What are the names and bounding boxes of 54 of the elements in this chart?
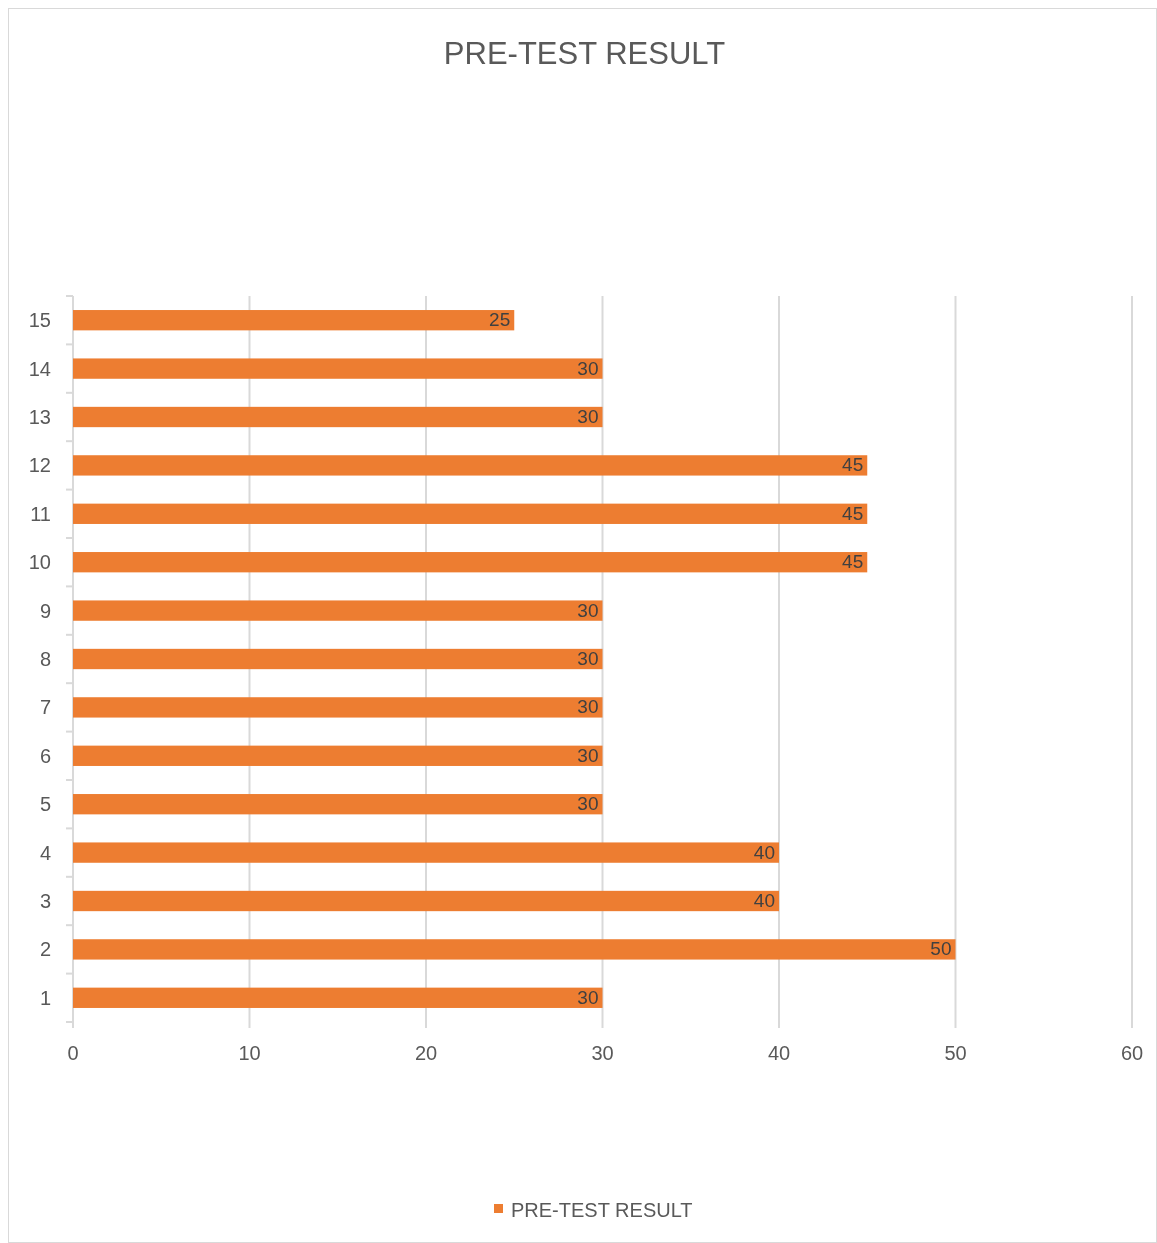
bar <box>73 745 603 766</box>
data-label: 30 <box>577 696 599 718</box>
bar <box>73 648 603 670</box>
y-tick-label: 10 <box>28 551 51 574</box>
data-label: 40 <box>753 841 775 863</box>
y-tick-label: 9 <box>39 599 51 622</box>
bar <box>73 310 515 331</box>
x-tick-label: 10 <box>238 1042 261 1064</box>
bar <box>73 939 956 960</box>
x-tick-label: 0 <box>67 1042 79 1064</box>
data-label: 30 <box>577 406 599 427</box>
bar <box>73 794 603 815</box>
y-tick-label: 11 <box>30 502 51 525</box>
bar <box>73 600 603 621</box>
bar <box>73 406 603 428</box>
y-tick-label: 12 <box>28 454 51 477</box>
y-tick-label: 1 <box>39 986 51 1009</box>
data-label: 45 <box>842 502 864 524</box>
y-tick-label: 3 <box>39 890 51 912</box>
bar <box>73 552 868 573</box>
bar <box>73 890 779 912</box>
y-tick-label: 4 <box>39 841 51 864</box>
data-label: 25 <box>489 309 511 331</box>
data-label: 30 <box>577 357 599 379</box>
x-tick-label: 50 <box>944 1042 967 1064</box>
data-label: 30 <box>577 986 599 1008</box>
data-label: 30 <box>577 744 599 766</box>
x-tick-label: 60 <box>1120 1042 1144 1064</box>
y-tick-label: 8 <box>39 648 51 670</box>
data-label: 30 <box>577 793 599 815</box>
data-label: 45 <box>842 551 864 573</box>
data-label: 40 <box>753 890 775 911</box>
y-tick-label: 5 <box>39 793 51 816</box>
y-tick-label: 6 <box>39 744 51 767</box>
data-label: 45 <box>842 454 864 476</box>
bar <box>73 455 868 476</box>
data-label: 30 <box>577 648 599 669</box>
y-tick-label: 15 <box>28 309 51 332</box>
data-label: 50 <box>930 938 952 960</box>
x-tick-label: 20 <box>414 1042 438 1064</box>
bar <box>73 987 603 1008</box>
x-tick-label: 40 <box>767 1042 791 1064</box>
y-tick-label: 2 <box>39 938 51 961</box>
bar <box>73 503 868 524</box>
y-tick-label: 7 <box>39 696 51 719</box>
bar <box>73 697 603 718</box>
bar <box>73 842 779 863</box>
legend-label: PRE-TEST RESULT <box>511 1199 693 1221</box>
bar <box>73 358 603 379</box>
y-tick-label: 14 <box>28 357 51 380</box>
chart-title: PRE-TEST RESULT <box>443 36 726 71</box>
y-tick-label: 13 <box>28 406 51 428</box>
data-label: 30 <box>577 599 599 621</box>
x-tick-label: 30 <box>591 1042 614 1064</box>
